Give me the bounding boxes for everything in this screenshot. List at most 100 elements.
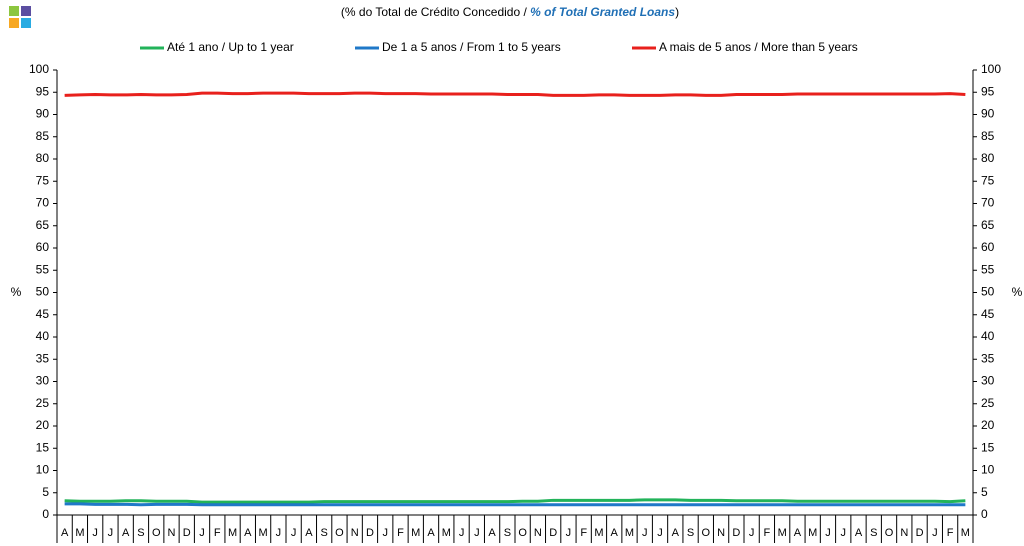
y2-tick-label: 55: [981, 262, 995, 276]
y2-tick-label: 100: [981, 62, 1001, 76]
y-tick-label: 55: [36, 262, 50, 276]
x-tick-label: M: [808, 527, 817, 539]
legend-label: De 1 a 5 anos / From 1 to 5 years: [382, 40, 561, 54]
y2-tick-label: 40: [981, 329, 995, 343]
y-tick-label: 0: [42, 507, 49, 521]
y-tick-label: 75: [36, 173, 50, 187]
x-tick-label: D: [916, 527, 924, 539]
x-tick-label: A: [672, 527, 680, 539]
logo: [9, 6, 31, 28]
y2-axis-label: %: [1012, 285, 1023, 299]
x-tick-label: A: [855, 527, 863, 539]
y2-tick-label: 45: [981, 307, 995, 321]
y-tick-label: 30: [36, 374, 50, 388]
x-tick-label: J: [840, 527, 846, 539]
x-tick-label: J: [276, 527, 282, 539]
x-tick-label: M: [75, 527, 84, 539]
y-tick-label: 100: [29, 62, 49, 76]
y2-tick-label: 25: [981, 396, 995, 410]
x-tick-label: J: [657, 527, 663, 539]
x-tick-label: A: [794, 527, 802, 539]
x-tick-label: M: [961, 527, 970, 539]
y2-tick-label: 30: [981, 374, 995, 388]
x-tick-label: O: [518, 527, 527, 539]
x-tick-label: J: [291, 527, 297, 539]
x-tick-label: J: [382, 527, 388, 539]
y2-tick-label: 5: [981, 485, 988, 499]
y-tick-label: 20: [36, 418, 50, 432]
series-line: [64, 91, 966, 97]
legend-label: Até 1 ano / Up to 1 year: [167, 40, 294, 54]
x-tick-label: F: [214, 527, 221, 539]
x-tick-label: J: [199, 527, 205, 539]
y-tick-label: 40: [36, 329, 50, 343]
x-tick-label: M: [594, 527, 603, 539]
x-tick-label: J: [108, 527, 114, 539]
x-tick-label: A: [244, 527, 252, 539]
title-close: ): [675, 5, 679, 19]
y2-tick-label: 10: [981, 463, 995, 477]
title-pt: (% do Total de Crédito Concedido /: [341, 5, 530, 19]
y2-tick-label: 15: [981, 440, 995, 454]
y2-tick-label: 90: [981, 107, 995, 121]
y-tick-label: 85: [36, 129, 50, 143]
x-tick-label: M: [259, 527, 268, 539]
x-tick-label: S: [687, 527, 694, 539]
y2-tick-label: 0: [981, 507, 988, 521]
chart-title: (% do Total de Crédito Concedido / % of …: [341, 5, 679, 19]
x-tick-label: S: [137, 527, 144, 539]
x-tick-label: F: [947, 527, 954, 539]
x-tick-label: D: [366, 527, 374, 539]
y-tick-label: 15: [36, 440, 50, 454]
x-tick-label: O: [335, 527, 344, 539]
x-tick-label: A: [305, 527, 313, 539]
x-tick-label: J: [642, 527, 648, 539]
y2-tick-label: 70: [981, 196, 995, 210]
y-tick-label: 70: [36, 196, 50, 210]
x-tick-label: D: [549, 527, 557, 539]
x-tick-label: O: [702, 527, 711, 539]
x-tick-label: A: [611, 527, 619, 539]
y2-tick-label: 20: [981, 418, 995, 432]
y-tick-label: 25: [36, 396, 50, 410]
x-tick-label: N: [351, 527, 359, 539]
y-tick-label: 90: [36, 107, 50, 121]
x-tick-label: J: [749, 527, 755, 539]
x-tick-label: M: [442, 527, 451, 539]
x-tick-label: F: [397, 527, 404, 539]
y-tick-label: 10: [36, 463, 50, 477]
series-line: [64, 498, 966, 504]
x-tick-label: F: [580, 527, 587, 539]
x-tick-label: J: [566, 527, 572, 539]
x-tick-label: N: [900, 527, 908, 539]
series-line: [64, 502, 966, 507]
x-tick-label: D: [732, 527, 740, 539]
x-tick-label: M: [411, 527, 420, 539]
y2-tick-label: 85: [981, 129, 995, 143]
y-tick-label: 45: [36, 307, 50, 321]
y2-tick-label: 80: [981, 151, 995, 165]
x-tick-label: A: [488, 527, 496, 539]
y-tick-label: 35: [36, 351, 50, 365]
legend-label: A mais de 5 anos / More than 5 years: [659, 40, 858, 54]
y-tick-label: 95: [36, 84, 50, 98]
x-tick-label: M: [228, 527, 237, 539]
y2-tick-label: 60: [981, 240, 995, 254]
x-tick-label: D: [183, 527, 191, 539]
y-tick-label: 65: [36, 218, 50, 232]
title-en: % of Total Granted Loans: [530, 5, 675, 19]
y2-tick-label: 50: [981, 285, 995, 299]
x-tick-label: A: [61, 527, 69, 539]
x-tick-label: M: [778, 527, 787, 539]
y-tick-label: 50: [36, 285, 50, 299]
x-tick-label: O: [885, 527, 894, 539]
x-tick-label: N: [717, 527, 725, 539]
x-tick-label: J: [459, 527, 465, 539]
x-tick-label: J: [92, 527, 98, 539]
y-axis-label: %: [11, 285, 22, 299]
x-tick-label: N: [534, 527, 542, 539]
x-tick-label: A: [122, 527, 130, 539]
y-tick-label: 80: [36, 151, 50, 165]
x-tick-label: A: [427, 527, 435, 539]
